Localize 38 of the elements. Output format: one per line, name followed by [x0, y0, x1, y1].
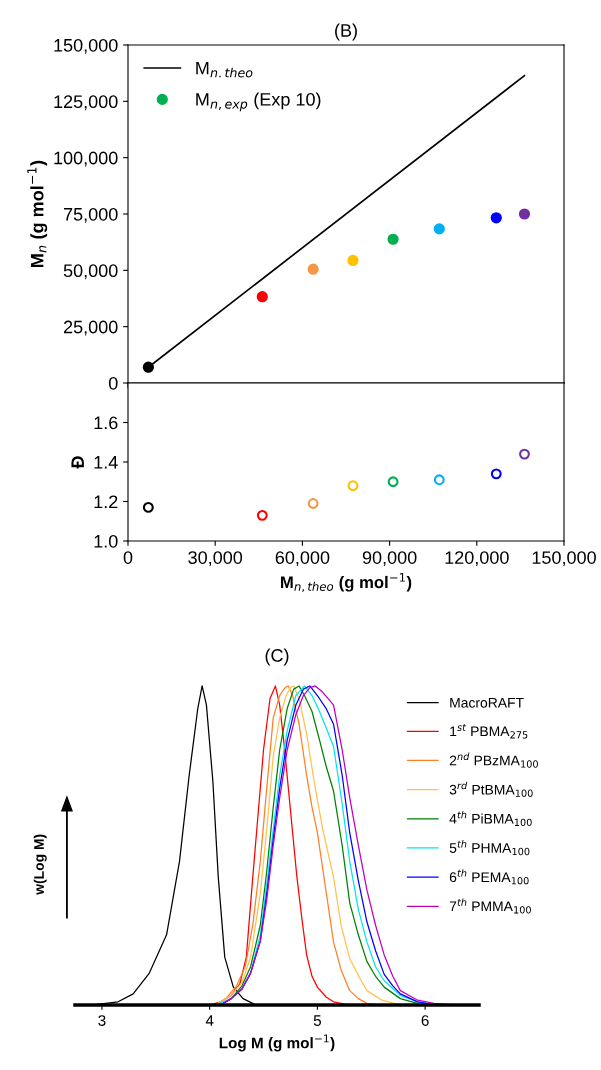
- x-tick-label: 5: [313, 1015, 322, 1026]
- x-tick-label: 60,000: [275, 551, 330, 567]
- legend-label: 6$^{th}$ PEMA$_{100}$: [449, 869, 529, 885]
- legend-label: 4$^{th}$ PiBMA$_{100}$: [449, 810, 532, 827]
- y-tick-label: 125,000: [54, 95, 118, 111]
- x-tick-label: 90,000: [362, 551, 417, 567]
- x-tick-label: 6: [421, 1015, 429, 1026]
- y-axis-title: w(Log M): [33, 834, 47, 895]
- x-tick-label: 3: [98, 1015, 106, 1026]
- x-tick-label: 4: [205, 1015, 214, 1026]
- y-tick-label: 75,000: [63, 207, 118, 223]
- legend-label: 7$^{th}$ PMMA$_{100}$: [449, 898, 531, 914]
- y-tick-label: 50,000: [63, 264, 118, 280]
- y-tick-label: 1.6: [94, 416, 118, 430]
- chart-title: (C): [265, 648, 289, 666]
- y-tick-label: 1.0: [94, 534, 118, 548]
- x-tick-label: 30,000: [188, 551, 243, 567]
- y-axis-title: Đ: [71, 456, 84, 469]
- y-tick-label: 150,000: [54, 38, 118, 54]
- x-axis-title: M$_{n,theo}$ (g mol$^{−1}$): [281, 573, 412, 593]
- legend-label: 1$^{st}$ PBMA$_{275}$: [450, 723, 528, 739]
- y-axis-title: M$_{n}$ (g mol$^{−1}$): [27, 160, 48, 267]
- legend-label: M$_{n.theo}$: [196, 61, 253, 78]
- legend-label: M$_{n,exp}$ (Exp 10): [196, 92, 321, 112]
- y-tick-label: 1.2: [94, 495, 118, 509]
- x-tick-label: 0: [123, 551, 133, 564]
- chart-title: (B): [335, 23, 357, 41]
- x-axis-title: Log M (g mol$^{−1}$): [219, 1034, 335, 1052]
- legend-label: 5$^{th}$ PHMA$_{100}$: [449, 840, 530, 856]
- legend-label: 3$^{rd}$ PtBMA$_{100}$: [449, 781, 533, 797]
- y-tick-label: 0: [108, 376, 118, 390]
- x-tick-label: 120,000: [445, 551, 509, 567]
- x-tick-label: 150,000: [532, 551, 596, 567]
- y-tick-label: 25,000: [63, 320, 118, 336]
- legend-label: MacroRAFT: [450, 698, 524, 708]
- y-tick-label: 1.4: [94, 456, 118, 469]
- y-tick-label: 100,000: [54, 151, 118, 167]
- legend-label: 2$^{nd}$ PBzMA$_{100}$: [449, 752, 538, 768]
